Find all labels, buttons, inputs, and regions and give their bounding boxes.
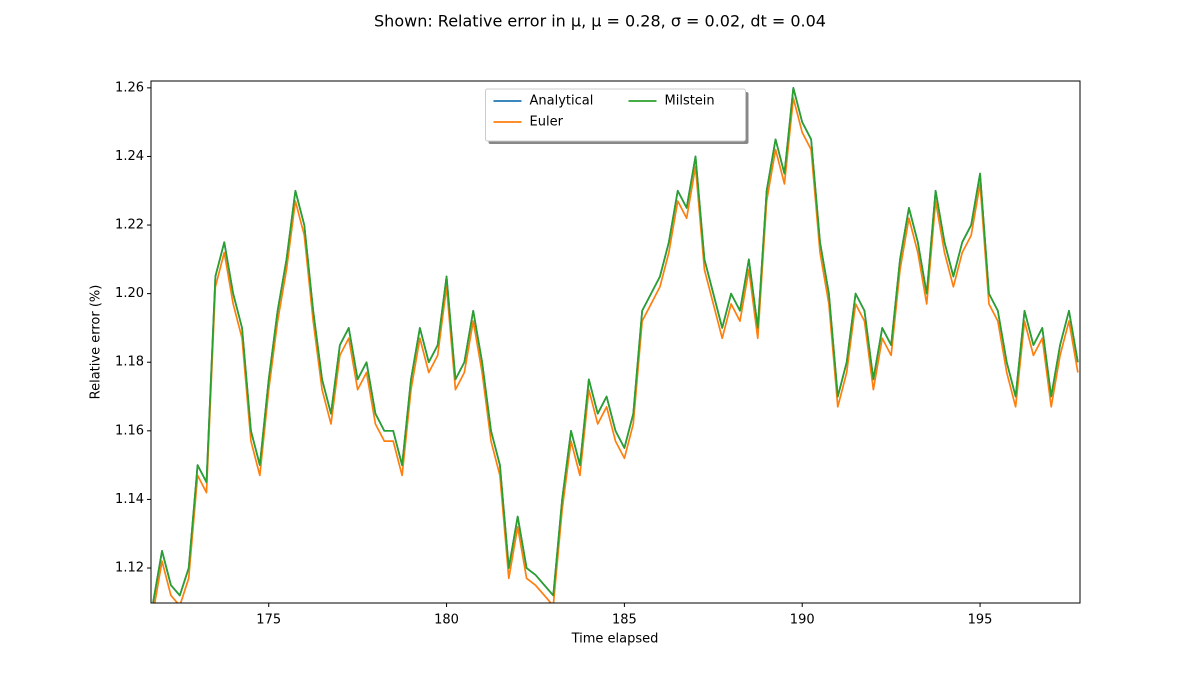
y-tick-label: 1.20 xyxy=(115,286,144,301)
series-line xyxy=(153,97,1079,603)
y-tick-label: 1.14 xyxy=(115,492,144,507)
chart-title: Shown: Relative error in μ, μ = 0.28, σ … xyxy=(374,12,826,31)
y-tick-label: 1.12 xyxy=(115,561,144,576)
x-tick-label: 180 xyxy=(434,613,459,628)
plot-area xyxy=(152,87,1079,603)
legend-label: Euler xyxy=(530,115,564,130)
y-tick-label: 1.24 xyxy=(115,149,144,164)
x-tick-label: 185 xyxy=(612,613,637,628)
series-line xyxy=(152,87,1079,603)
x-tick-label: 195 xyxy=(968,613,993,628)
y-tick-label: 1.16 xyxy=(115,423,144,438)
legend-label: Analytical xyxy=(530,94,594,109)
x-tick-label: 175 xyxy=(256,613,281,628)
y-axis-label: Relative error (%) xyxy=(89,285,104,400)
y-tick-label: 1.22 xyxy=(115,218,144,233)
series-line xyxy=(152,87,1079,603)
y-tick-label: 1.26 xyxy=(115,80,144,95)
x-axis-label: Time elapsed xyxy=(571,632,659,647)
legend-box xyxy=(485,88,746,142)
axes-frame xyxy=(150,80,1081,604)
x-tick-label: 190 xyxy=(790,613,815,628)
legend-label: Milstein xyxy=(665,94,715,109)
y-tick-label: 1.18 xyxy=(115,355,144,370)
